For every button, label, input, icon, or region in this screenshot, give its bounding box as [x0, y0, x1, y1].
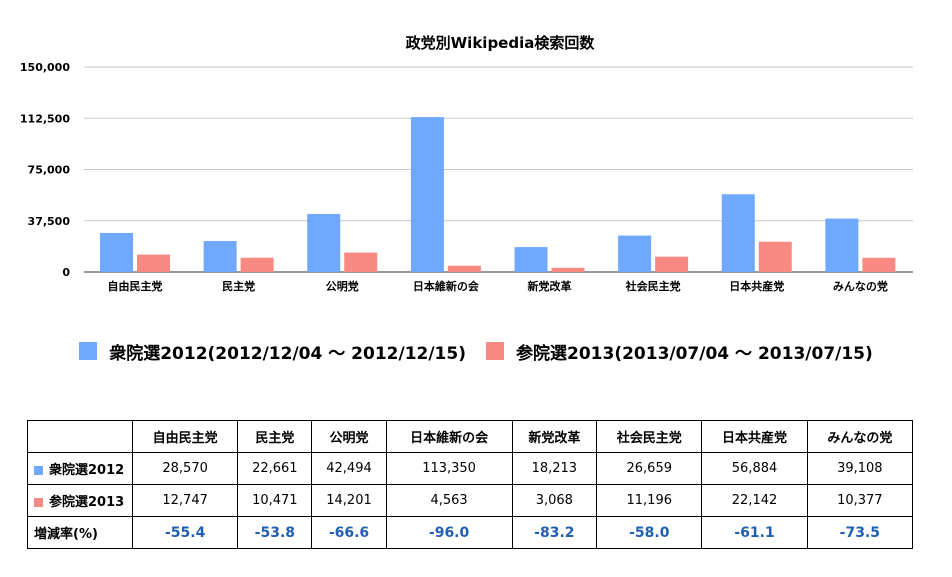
- data-table: 自由民主党 民主党 公明党 日本維新の会 新党改革 社会民主党 日本共産党 みん…: [27, 420, 914, 549]
- table-row-sanin-2013: 参院選2013 12,747 10,471 14,201 4,563 3,068…: [27, 484, 914, 517]
- x-tick-label: 民主党: [222, 279, 255, 293]
- table-cell: 42,494: [311, 452, 387, 485]
- x-tick-label: 新党改革: [528, 279, 572, 293]
- legend-swatch-red: [486, 342, 504, 360]
- bar-sanin-2013: [137, 254, 170, 272]
- table-header-cell: 民主党: [237, 420, 313, 453]
- bar-chart: 政党別Wikipedia検索回数 0 37,500 75,000 112,500 150…: [20, 34, 913, 293]
- chart-title: 政党別Wikipedia検索回数: [406, 34, 596, 52]
- table-cell: 28,570: [131, 452, 239, 485]
- table-row-label: 増減率(%): [27, 516, 133, 549]
- table-cell: 56,884: [701, 452, 808, 485]
- table-cell-rate: -61.1: [701, 516, 808, 549]
- bar-shuin-2012: [618, 235, 652, 272]
- legend-label-series-2: 参院選2013(2013/07/04 〜 2013/07/15): [516, 343, 873, 364]
- y-tick-label: 112,500: [20, 112, 70, 125]
- y-tick-label: 37,500: [28, 215, 71, 228]
- x-tick-label: 日本維新の会: [413, 279, 480, 293]
- table-cell: 10,471: [237, 484, 313, 517]
- x-tick-label: 日本共産党: [729, 279, 784, 293]
- table-row-change-rate: 増減率(%) -55.4 -53.8 -66.6 -96.0 -83.2 -58…: [27, 516, 914, 549]
- y-tick-label: 150,000: [20, 61, 70, 74]
- table-cell: 22,142: [701, 484, 808, 517]
- table-header-cell: 公明党: [311, 420, 387, 453]
- table-header-cell: 社会民主党: [596, 420, 703, 453]
- bar-sanin-2013: [551, 267, 585, 272]
- x-tick-label: 自由民主党: [108, 279, 163, 293]
- table-cell: 4,563: [385, 484, 513, 517]
- table-header-cell: 日本共産党: [701, 420, 808, 453]
- table-header-cell: 自由民主党: [131, 420, 239, 453]
- x-tick-label: 社会民主党: [625, 279, 681, 293]
- table-row-shuin-2012: 衆院選2012 28,570 22,661 42,494 113,350 18,…: [27, 452, 914, 485]
- bar-shuin-2012: [410, 117, 444, 272]
- table-header-row: 自由民主党 民主党 公明党 日本維新の会 新党改革 社会民主党 日本共産党 みん…: [27, 420, 914, 453]
- table-cell: 26,659: [596, 452, 703, 485]
- table-cell-rate: -73.5: [806, 516, 914, 549]
- bar-sanin-2013: [344, 252, 378, 272]
- table-header-cell: みんなの党: [806, 420, 914, 453]
- table-cell: 3,068: [511, 484, 598, 517]
- table-cell-rate: -96.0: [385, 516, 513, 549]
- bar-shuin-2012: [203, 241, 237, 272]
- table-cell: 113,350: [385, 452, 513, 485]
- table-header-cell: 新党改革: [511, 420, 598, 453]
- table-cell: 39,108: [806, 452, 914, 485]
- bar-sanin-2013: [758, 241, 792, 272]
- row-swatch-red: [34, 498, 43, 507]
- table-cell-rate: -55.4: [131, 516, 239, 549]
- legend-item-series-1: 衆院選2012(2012/12/04 〜 2012/12/15): [79, 339, 466, 364]
- table-row-label: 参院選2013: [27, 484, 133, 517]
- y-tick-label: 0: [62, 266, 70, 279]
- table-cell: 14,201: [311, 484, 387, 517]
- bar-shuin-2012: [307, 213, 341, 272]
- table-cell: 22,661: [237, 452, 313, 485]
- table-corner-cell: [27, 420, 133, 453]
- row-label-text: 参院選2013: [49, 495, 125, 510]
- bar-shuin-2012: [100, 232, 133, 272]
- bar-shuin-2012: [514, 247, 548, 272]
- bar-sanin-2013: [862, 257, 896, 272]
- bar-sanin-2013: [447, 265, 481, 272]
- table-cell: 11,196: [596, 484, 703, 517]
- bar-sanin-2013: [655, 256, 689, 272]
- table-cell: 10,377: [806, 484, 914, 517]
- bar-sanin-2013: [240, 257, 274, 272]
- x-tick-label: みんなの党: [833, 279, 888, 293]
- y-tick-label: 75,000: [28, 164, 71, 177]
- table-cell: 12,747: [131, 484, 239, 517]
- table-cell: 18,213: [511, 452, 598, 485]
- row-label-text: 衆院選2012: [49, 463, 125, 478]
- chart-legend: 衆院選2012(2012/12/04 〜 2012/12/15) 参院選2013…: [0, 336, 952, 366]
- legend-label-series-1: 衆院選2012(2012/12/04 〜 2012/12/15): [109, 343, 466, 364]
- bar-shuin-2012: [825, 218, 859, 272]
- table-cell-rate: -58.0: [596, 516, 703, 549]
- table-row-label: 衆院選2012: [27, 452, 133, 485]
- row-swatch-blue: [34, 466, 43, 475]
- table-cell-rate: -83.2: [511, 516, 598, 549]
- legend-item-series-2: 参院選2013(2013/07/04 〜 2013/07/15): [486, 339, 873, 364]
- table-cell-rate: -53.8: [237, 516, 313, 549]
- bar-shuin-2012: [721, 194, 755, 272]
- legend-swatch-blue: [79, 342, 98, 360]
- table-header-cell: 日本維新の会: [385, 420, 513, 453]
- table-cell-rate: -66.6: [311, 516, 387, 549]
- x-tick-label: 公明党: [326, 279, 359, 293]
